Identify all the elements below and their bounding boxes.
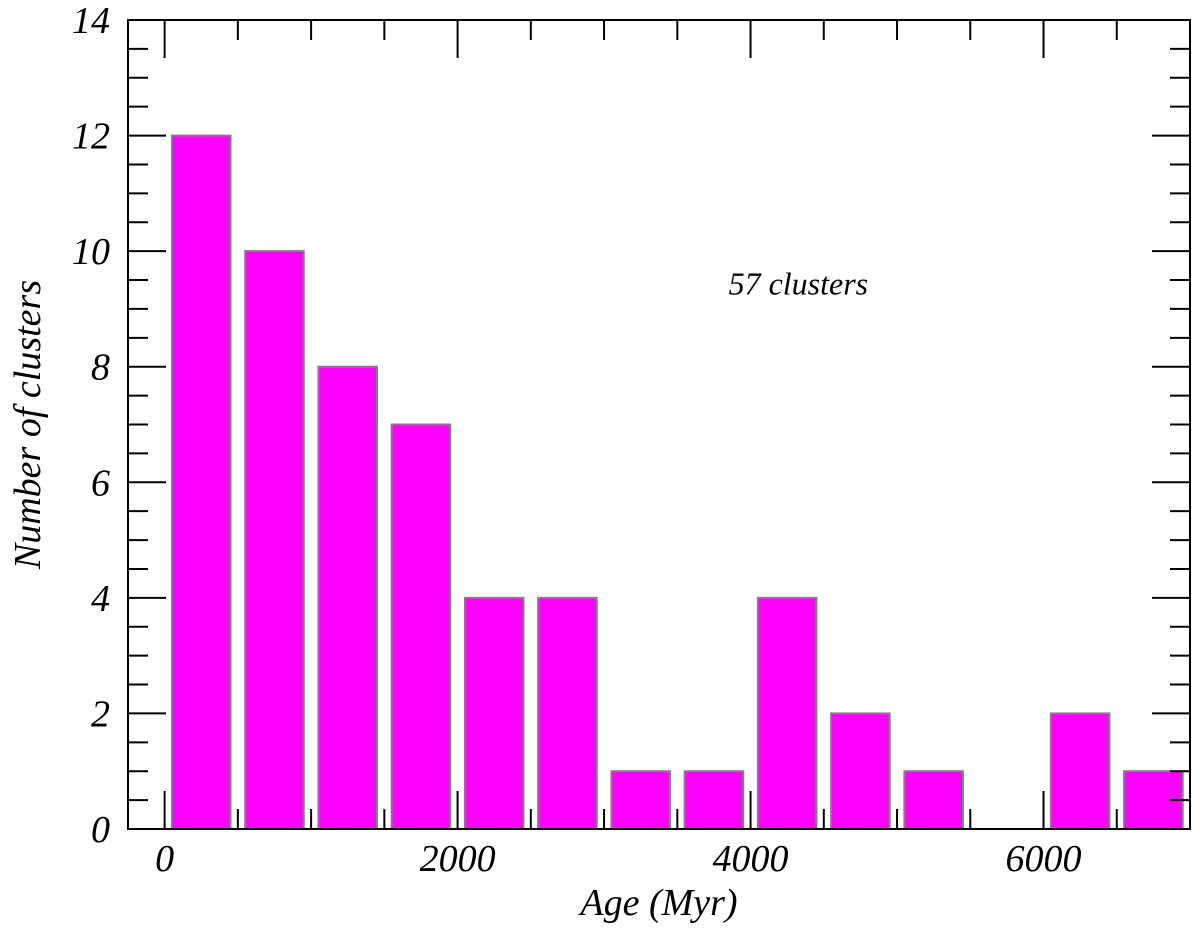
x-tick-label: 6000 <box>1006 838 1082 880</box>
plot-frame <box>127 19 1191 830</box>
y-axis-title: Number of clusters <box>7 280 49 570</box>
y-tick-label: 0 <box>91 809 110 851</box>
y-tick-label: 4 <box>91 578 110 620</box>
bar-0 <box>170 134 232 831</box>
y-tick-label: 14 <box>72 0 110 42</box>
tick-labels-group: 0 2000 4000 6000 0 2 4 6 8 10 12 14 <box>72 0 1082 880</box>
bar-2 <box>317 365 379 830</box>
x-tick-label: 0 <box>155 838 174 880</box>
x-tick-label: 2000 <box>420 838 496 880</box>
bar-9 <box>830 712 891 831</box>
bar-10 <box>903 770 964 831</box>
bar-1 <box>244 250 305 830</box>
bar-7 <box>683 770 745 831</box>
bar-8 <box>756 596 818 830</box>
bar-3 <box>390 423 452 830</box>
cluster-count-annotation: 57 clusters <box>729 265 869 301</box>
ticks-group <box>128 19 1191 830</box>
bar-4 <box>463 596 525 830</box>
bars-group <box>170 134 1184 831</box>
bar-6 <box>610 770 671 831</box>
x-tick-label: 4000 <box>713 838 789 880</box>
y-tick-label: 10 <box>72 231 110 273</box>
y-tick-label: 12 <box>72 116 110 158</box>
y-tick-label: 2 <box>91 693 110 735</box>
x-axis-title: Age (Myr) <box>577 882 737 924</box>
y-tick-label: 6 <box>91 462 110 504</box>
bar-12 <box>1049 712 1111 831</box>
bar-5 <box>537 596 598 830</box>
y-tick-label: 8 <box>91 347 110 389</box>
